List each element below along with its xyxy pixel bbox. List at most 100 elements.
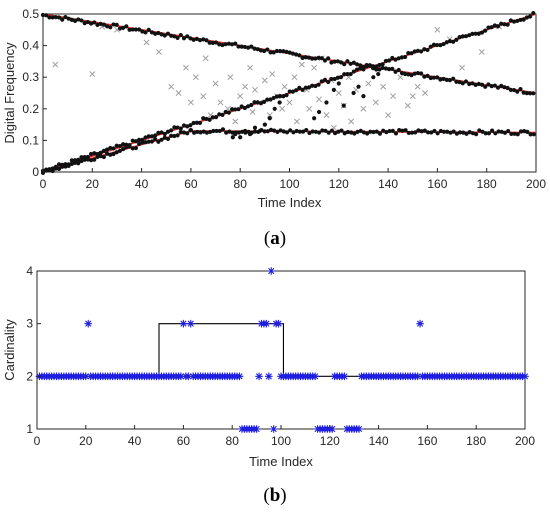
clutter-marker [212,80,219,87]
estimate-dot [233,41,238,46]
x-tick-label: 200 [515,434,535,448]
estimate-dot [169,33,174,38]
estimate-dot [255,100,260,105]
estimate-dot [111,151,116,157]
estimate-dot [226,41,231,46]
x-tick-label: 80 [226,434,240,448]
estimate-dot [374,129,379,134]
estimate-dot [386,58,392,63]
x-ticks-b: 0 20 40 60 80 100 120 140 160 180 200 [34,425,535,448]
estimate-dot [275,129,280,134]
estimate-dot [117,26,123,31]
estimate-dot [351,90,356,96]
estimate-star [177,372,185,381]
estimate-dot [483,28,488,33]
estimate-dot [400,128,405,133]
estimate-dot [278,128,283,133]
estimated-cardinality-markers [35,267,529,433]
estimate-dot [457,130,463,135]
estimate-dot [201,129,206,134]
estimate-dot [390,128,395,133]
estimate-dot [63,164,68,169]
estimate-dot [438,42,443,48]
estimate-dot [185,131,190,136]
clutter-marker [261,77,268,84]
estimate-dot [396,56,401,61]
estimate-dot [201,116,206,121]
estimate-dot [365,131,370,136]
estimate-dot [531,91,536,96]
estimate-dot [310,83,315,88]
estimate-dot [111,146,116,151]
estimate-dot [332,59,337,64]
estimate-dot [79,158,84,164]
estimate-dot [181,123,187,128]
estimate-dot [278,94,283,99]
estimate-dot [130,27,135,32]
estimate-dot [162,131,167,137]
estimate-dot [79,18,84,23]
estimate-dot [76,17,81,22]
estimate-star [311,372,319,381]
estimate-dot [393,131,399,136]
estimate-star [340,372,349,381]
estimate-dot [207,117,212,122]
estimate-dot [88,151,94,157]
estimate-dot [204,38,209,43]
x-tick-label: 120 [329,177,349,191]
estimate-dot [352,131,357,136]
estimate-dot [470,81,475,86]
clutter-marker [298,61,305,68]
estimate-dot [464,131,469,136]
estimate-dot [370,64,376,69]
clutter-marker [372,99,379,106]
estimate-dot [527,91,533,96]
estimate-dot [396,67,401,73]
estimate-dot [124,24,129,29]
estimate-dot [227,129,232,134]
estimate-dot [474,132,479,137]
estimate-dot [262,99,267,104]
estimate-dot [354,62,360,67]
estimate-dot [101,154,106,160]
estimate-dot [217,112,222,117]
estimate-dot [451,129,456,134]
x-tick-label: 140 [369,434,389,448]
clutter-marker [52,61,59,68]
estimate-dot [460,81,465,86]
estimate-dot [274,94,280,99]
estimate-dot [265,47,270,52]
estimate-dot [476,31,481,36]
estimate-dot [153,133,158,138]
estimate-dot [188,128,193,133]
estimate-dot [467,130,472,135]
estimate-dot [358,128,363,133]
estimate-dot [220,42,225,48]
x-tick-label: 160 [417,434,437,448]
y-ticks-b: 1 2 3 4 [26,264,41,436]
estimate-dot [217,128,222,134]
estimate-dot [85,19,90,25]
clutter-marker [422,90,429,96]
estimate-dot [307,130,312,136]
estimate-dot [438,77,443,82]
x-tick-label: 200 [526,177,546,191]
estimate-dot [288,128,293,133]
estimate-dot [361,94,366,99]
caption-a: (a) [264,228,286,249]
clutter-marker [335,90,342,96]
estimate-dot [383,58,388,64]
estimate-dot [457,80,462,85]
estimate-dot [258,48,264,53]
estimate-dot [518,129,524,134]
estimate-dot [447,39,453,44]
x-ticks-a: 0 20 40 60 80 100 120 140 160 180 200 [40,168,546,191]
estimate-dot [175,35,180,40]
estimate-dot [98,150,103,155]
estimate-dot [165,136,171,142]
estimate-dot [493,131,498,136]
estimate-dot [53,15,58,20]
estimate-dot [479,30,485,35]
estimate-dot [114,143,119,148]
